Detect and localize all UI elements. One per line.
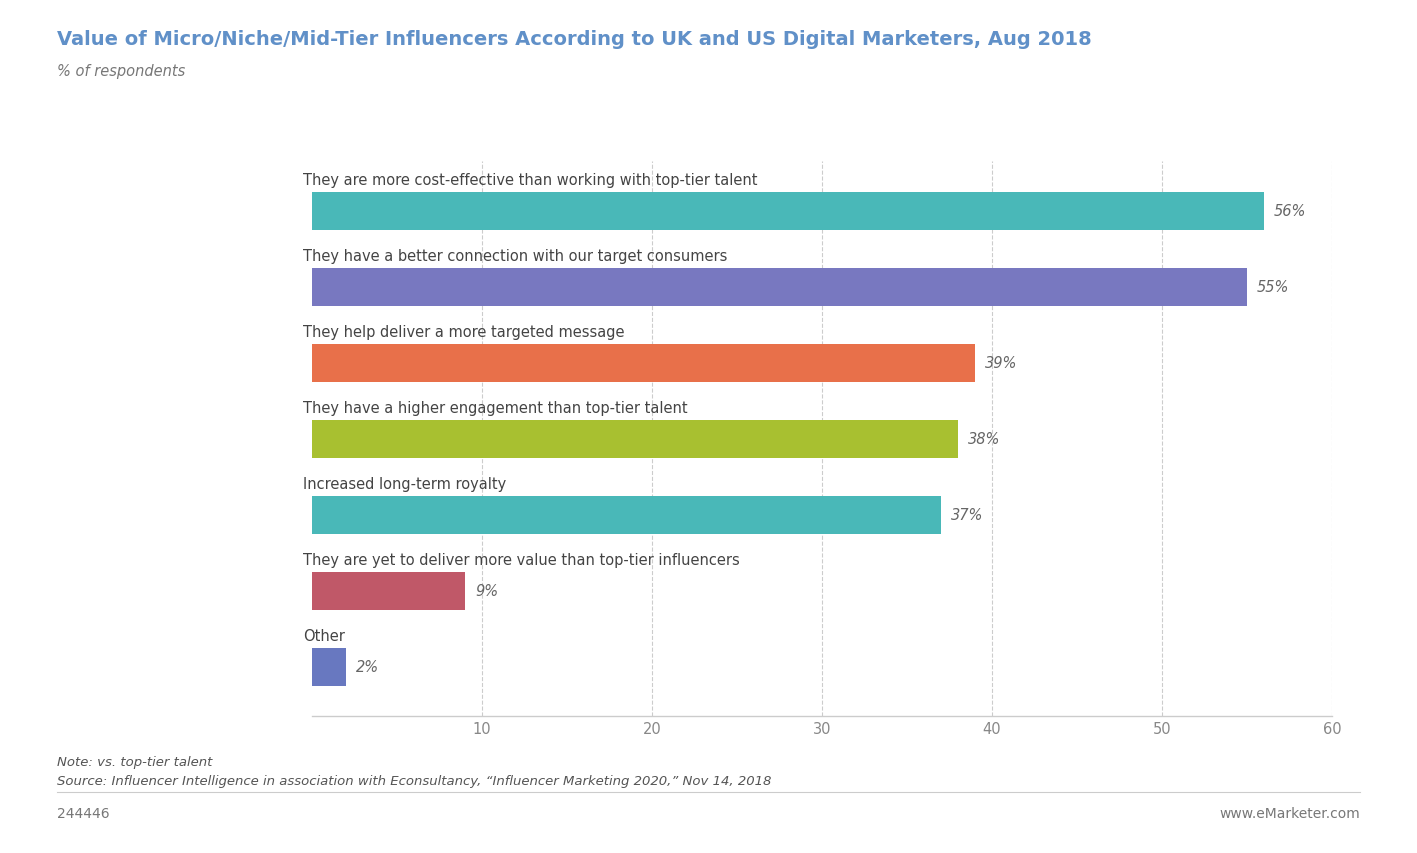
- Text: 38%: 38%: [968, 432, 1000, 447]
- Text: They are yet to deliver more value than top-tier influencers: They are yet to deliver more value than …: [303, 553, 740, 567]
- Text: 55%: 55%: [1257, 280, 1289, 295]
- Text: Other: Other: [303, 629, 346, 644]
- Bar: [312, 496, 941, 534]
- Text: They have a higher engagement than top-tier talent: They have a higher engagement than top-t…: [303, 401, 687, 415]
- Text: 37%: 37%: [951, 508, 983, 523]
- Text: 39%: 39%: [985, 356, 1017, 371]
- Bar: [312, 421, 958, 458]
- Text: They are more cost-effective than working with top-tier talent: They are more cost-effective than workin…: [303, 173, 758, 188]
- Text: 244446: 244446: [57, 806, 109, 820]
- Text: Increased long-term royalty: Increased long-term royalty: [303, 477, 506, 491]
- Bar: [312, 648, 346, 686]
- Bar: [312, 345, 975, 382]
- Text: Value of Micro/Niche/Mid-Tier Influencers According to UK and US Digital Markete: Value of Micro/Niche/Mid-Tier Influencer…: [57, 30, 1091, 49]
- Text: 2%: 2%: [356, 659, 380, 675]
- Bar: [312, 269, 1247, 306]
- Text: 9%: 9%: [475, 583, 499, 599]
- Text: Note: vs. top-tier talent: Note: vs. top-tier talent: [57, 755, 213, 768]
- Text: They help deliver a more targeted message: They help deliver a more targeted messag…: [303, 325, 625, 339]
- Text: www.eMarketer.com: www.eMarketer.com: [1220, 806, 1360, 820]
- Bar: [312, 572, 465, 610]
- Text: 56%: 56%: [1274, 204, 1306, 219]
- Text: They have a better connection with our target consumers: They have a better connection with our t…: [303, 249, 727, 264]
- Bar: [312, 193, 1264, 230]
- Text: Source: Influencer Intelligence in association with Econsultancy, “Influencer Ma: Source: Influencer Intelligence in assoc…: [57, 775, 771, 787]
- Text: % of respondents: % of respondents: [57, 64, 186, 79]
